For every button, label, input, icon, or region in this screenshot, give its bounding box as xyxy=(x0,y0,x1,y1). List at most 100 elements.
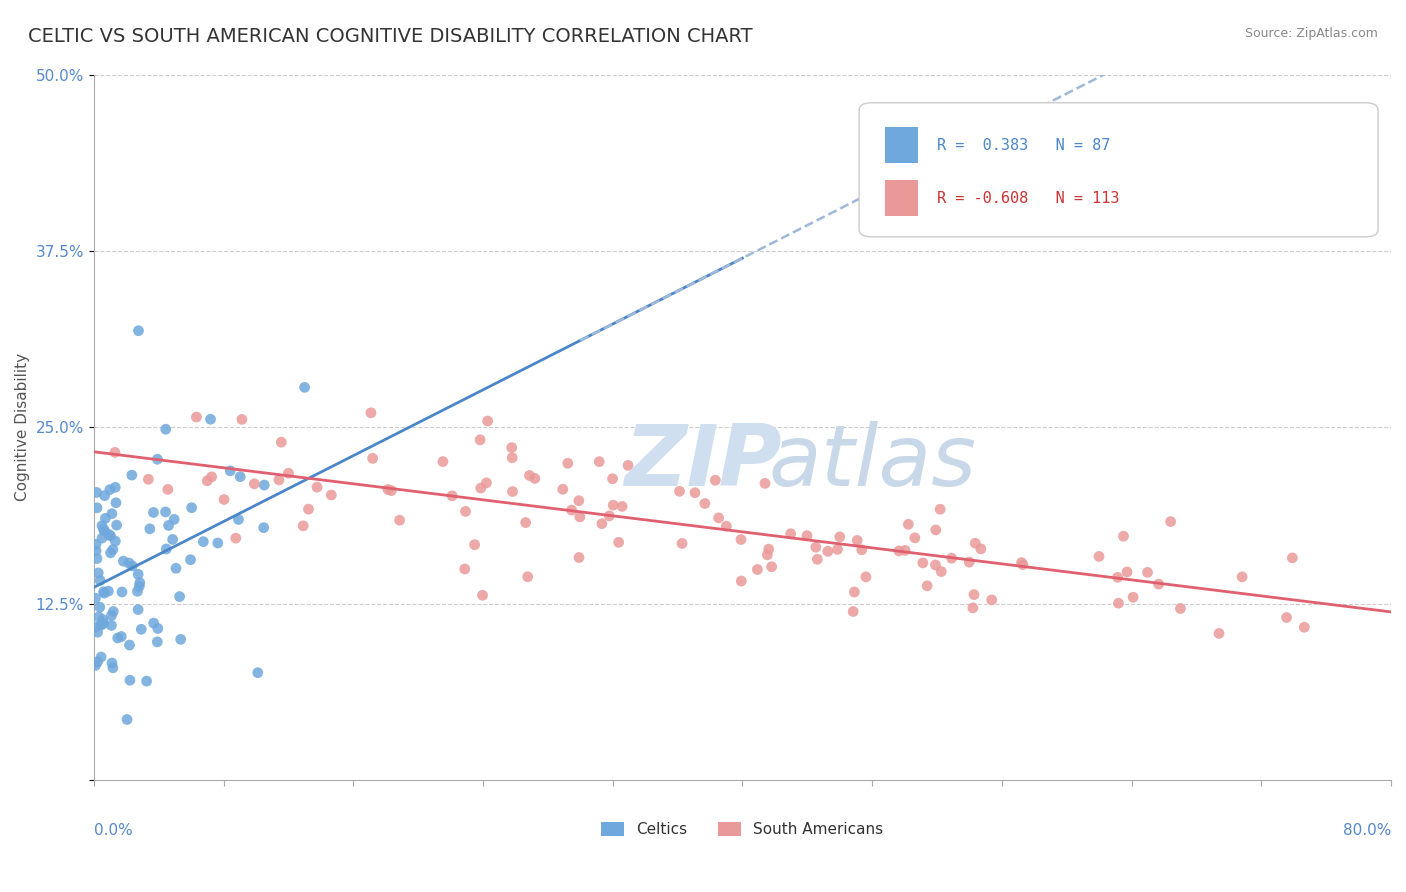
Point xyxy=(253,478,276,492)
Point xyxy=(129,622,152,636)
Point xyxy=(477,414,499,428)
Point xyxy=(454,504,477,518)
Point xyxy=(1122,591,1144,605)
Point xyxy=(86,655,108,669)
Point xyxy=(561,503,583,517)
Point xyxy=(118,556,141,570)
Point xyxy=(1136,566,1159,580)
Point xyxy=(163,512,186,526)
Point xyxy=(707,511,730,525)
Point xyxy=(1170,601,1192,615)
Point xyxy=(139,522,162,536)
Point xyxy=(228,512,250,526)
Point xyxy=(388,513,411,527)
Point xyxy=(93,524,115,538)
Point xyxy=(321,488,343,502)
Point xyxy=(111,585,134,599)
Point xyxy=(360,406,382,420)
Point xyxy=(169,590,191,604)
Point xyxy=(297,502,319,516)
Point xyxy=(127,584,149,599)
Point xyxy=(103,605,125,619)
Point xyxy=(86,500,108,515)
Point xyxy=(212,492,235,507)
Point xyxy=(89,600,111,615)
Point xyxy=(146,452,169,467)
Point xyxy=(1275,610,1298,624)
Point xyxy=(607,535,630,549)
Point xyxy=(155,422,177,436)
Point xyxy=(1281,550,1303,565)
Point xyxy=(90,618,112,632)
Point xyxy=(602,498,624,512)
Y-axis label: Cognitive Disability: Cognitive Disability xyxy=(15,353,30,501)
Point xyxy=(730,574,752,588)
Point xyxy=(146,635,169,649)
Point xyxy=(1012,558,1035,572)
Point xyxy=(519,468,541,483)
Point xyxy=(828,530,851,544)
Point xyxy=(97,584,120,599)
Point xyxy=(804,540,827,554)
Point xyxy=(98,483,121,497)
Point xyxy=(915,579,938,593)
Text: atlas: atlas xyxy=(768,421,976,504)
Point xyxy=(101,507,124,521)
Point xyxy=(157,518,180,533)
Point xyxy=(1160,515,1182,529)
Point xyxy=(1112,529,1135,543)
FancyBboxPatch shape xyxy=(886,128,918,162)
Point xyxy=(925,523,948,537)
Point xyxy=(929,565,952,579)
Point xyxy=(100,529,122,543)
Point xyxy=(470,481,492,495)
Point xyxy=(1116,565,1139,579)
Point xyxy=(668,484,690,499)
Point xyxy=(138,472,160,486)
Point xyxy=(294,380,316,394)
Point xyxy=(377,483,399,497)
Point xyxy=(471,588,494,602)
Point xyxy=(128,575,150,590)
Point xyxy=(107,631,129,645)
Point xyxy=(761,559,783,574)
Point xyxy=(100,608,122,623)
Point xyxy=(568,493,591,508)
Point xyxy=(93,586,115,600)
Point xyxy=(610,500,633,514)
Point xyxy=(121,468,143,483)
Point xyxy=(87,610,110,624)
FancyBboxPatch shape xyxy=(859,103,1378,237)
Point xyxy=(93,616,115,631)
Point xyxy=(855,570,877,584)
Point xyxy=(515,516,537,530)
Point xyxy=(101,661,124,675)
Point xyxy=(170,632,193,647)
Point xyxy=(225,531,247,545)
Point xyxy=(142,505,165,519)
Text: ZIP: ZIP xyxy=(624,421,782,504)
Point xyxy=(231,412,253,426)
Point xyxy=(704,473,727,487)
Point xyxy=(84,537,107,551)
Point xyxy=(911,556,934,570)
Point xyxy=(1230,570,1253,584)
Point xyxy=(267,473,290,487)
Point xyxy=(754,476,776,491)
Point xyxy=(568,550,591,565)
Point xyxy=(929,502,952,516)
Point xyxy=(186,410,208,425)
Text: 0.0%: 0.0% xyxy=(94,822,132,838)
Point xyxy=(84,658,107,673)
Point xyxy=(846,533,869,548)
Point xyxy=(115,713,138,727)
Point xyxy=(155,505,177,519)
Point xyxy=(758,542,780,557)
Legend: Celtics, South Americans: Celtics, South Americans xyxy=(595,816,890,843)
Text: CELTIC VS SOUTH AMERICAN COGNITIVE DISABILITY CORRELATION CHART: CELTIC VS SOUTH AMERICAN COGNITIVE DISAB… xyxy=(28,27,752,45)
Point xyxy=(104,445,127,459)
Text: R =  0.383   N = 87: R = 0.383 N = 87 xyxy=(936,137,1111,153)
Point xyxy=(1107,596,1129,610)
Point xyxy=(135,674,157,689)
Text: 80.0%: 80.0% xyxy=(1343,822,1391,838)
